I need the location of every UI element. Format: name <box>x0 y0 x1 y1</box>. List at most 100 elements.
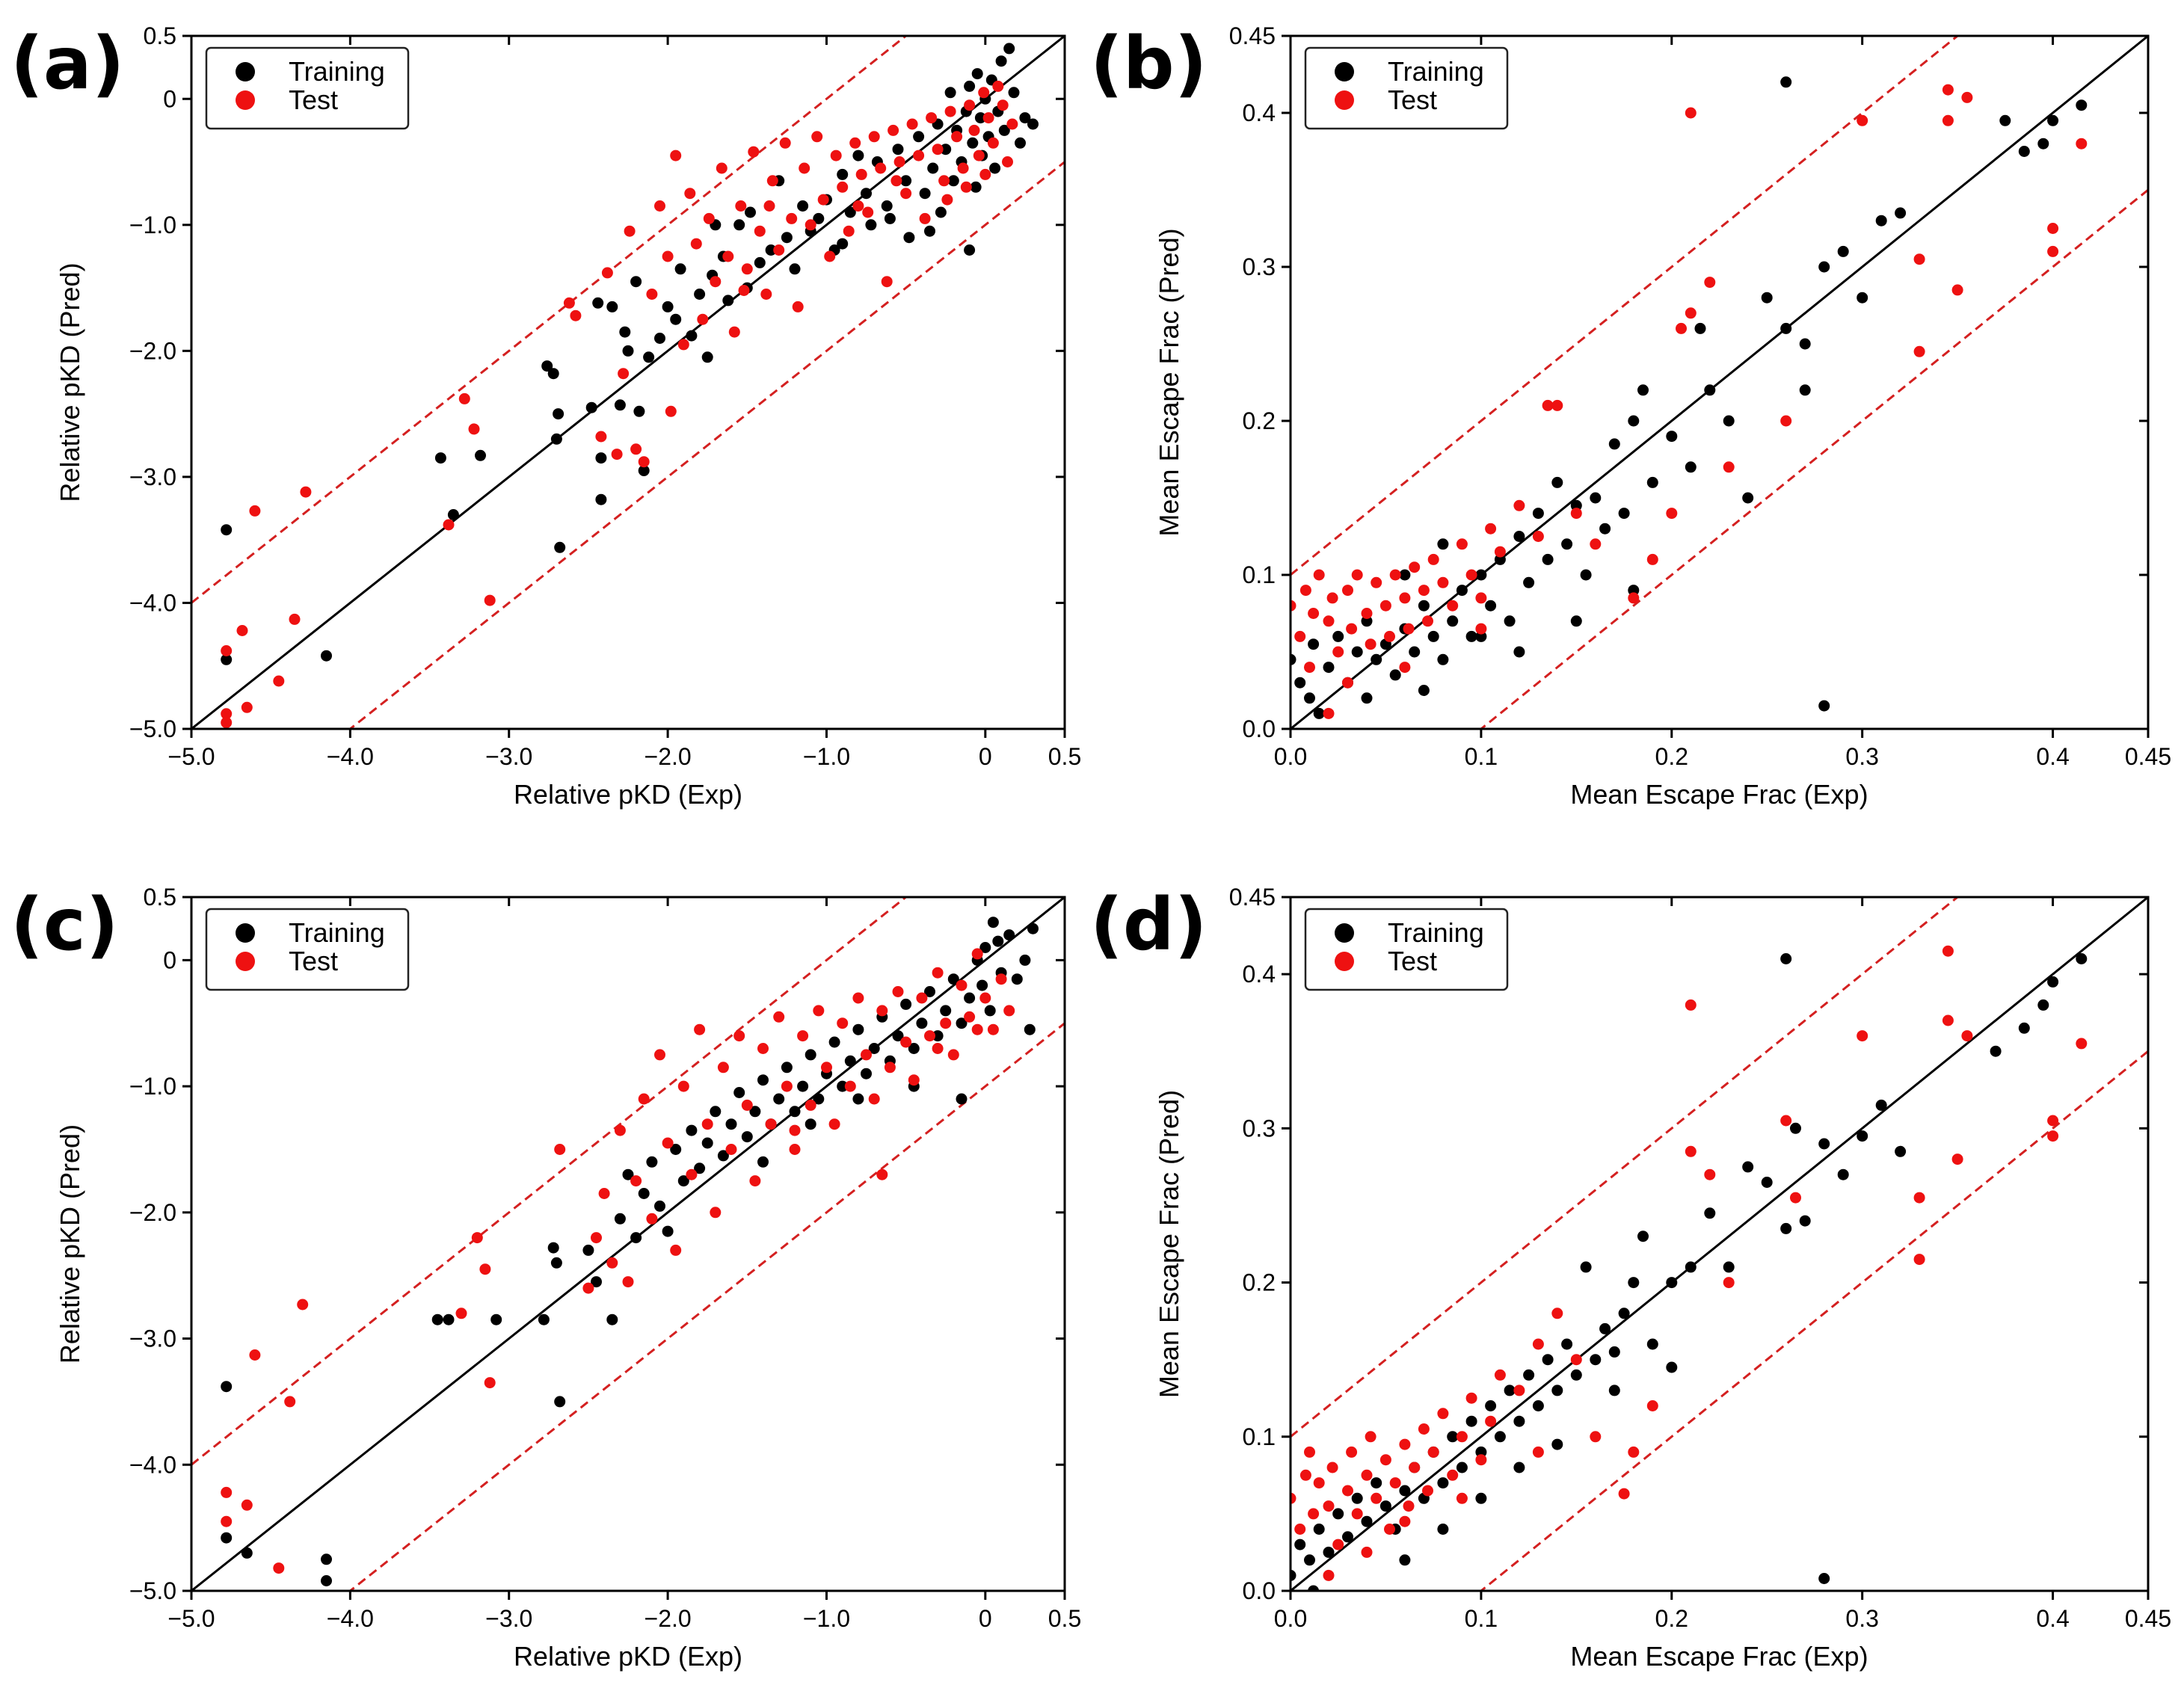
training-point <box>1637 1231 1649 1242</box>
training-point <box>861 1068 872 1080</box>
training-point <box>431 1313 443 1325</box>
panel-label: (b) <box>1090 22 1207 105</box>
training-point <box>1895 1145 1907 1157</box>
test-point <box>1418 585 1430 597</box>
test-point <box>997 99 1009 111</box>
training-point <box>1608 1346 1620 1358</box>
training-point <box>1011 973 1023 985</box>
test-point <box>221 1515 233 1527</box>
training-point <box>940 144 952 155</box>
test-point <box>919 212 931 224</box>
legend-marker-test <box>1335 952 1354 971</box>
test-point <box>1532 531 1544 542</box>
test-point <box>1323 1500 1335 1512</box>
test-point <box>971 948 983 960</box>
x-tick-label: 0.0 <box>1274 743 1307 770</box>
training-point <box>805 1049 816 1061</box>
test-point <box>455 1308 467 1319</box>
test-point <box>1780 415 1792 427</box>
training-point <box>638 465 650 476</box>
upper-bound-line <box>1291 897 1960 1438</box>
test-point <box>273 1562 285 1574</box>
test-point <box>221 708 233 720</box>
training-point <box>844 206 856 218</box>
y-tick-label: 0 <box>163 85 176 112</box>
test-point <box>1323 707 1335 719</box>
test-point <box>1379 600 1391 612</box>
training-point <box>733 219 745 231</box>
test-point <box>638 456 650 468</box>
training-point <box>2037 999 2049 1011</box>
training-point <box>1361 1515 1373 1527</box>
training-point <box>1580 1261 1592 1273</box>
y-tick-label: −3.0 <box>129 463 176 490</box>
training-point <box>1818 700 1830 712</box>
training-point <box>1332 630 1344 642</box>
training-point <box>1291 653 1296 665</box>
test-point <box>1704 1168 1716 1180</box>
test-point <box>1646 1400 1658 1411</box>
test-point <box>1913 1254 1925 1266</box>
x-axis-title: Mean Escape Frac (Exp) <box>1570 779 1868 810</box>
panel-a: −5.0 −4.0 −3.0 −2.0 −1.0 0 0.5 −5.0 −4.0 −3.0 −2.0… <box>10 22 1081 810</box>
test-point <box>2047 245 2059 257</box>
training-point <box>1399 1554 1411 1566</box>
lower-bound-line <box>1479 1050 2148 1591</box>
test-point <box>722 250 734 262</box>
test-point <box>1427 553 1439 565</box>
training-point <box>1294 1539 1306 1550</box>
y-tick-label: −4.0 <box>129 1451 176 1478</box>
training-point <box>550 1257 562 1269</box>
training-point <box>1570 1369 1582 1381</box>
training-point <box>987 917 999 928</box>
training-point <box>1313 1524 1325 1535</box>
test-point <box>1351 569 1363 581</box>
training-point <box>813 212 825 224</box>
test-point <box>754 225 766 237</box>
training-point <box>1742 1161 1754 1173</box>
training-point <box>1361 692 1373 704</box>
training-point <box>940 1005 952 1017</box>
test-point <box>1422 1485 1433 1497</box>
test-point <box>797 1030 809 1042</box>
test-point <box>1857 1030 1868 1042</box>
training-point <box>947 973 959 985</box>
x-tick-label: 0.45 <box>2125 743 2171 770</box>
test-point <box>892 986 904 997</box>
x-tick-label: 0.4 <box>2036 743 2069 770</box>
training-point <box>1666 1277 1678 1289</box>
plot-frame <box>1289 34 2150 730</box>
test-point <box>938 175 950 187</box>
training-point <box>1465 1415 1477 1427</box>
test-point <box>876 1168 888 1180</box>
training-point <box>221 1532 233 1544</box>
test-point <box>591 1232 602 1244</box>
training-point <box>844 1055 856 1067</box>
training-point <box>686 1124 698 1136</box>
test-point <box>1403 623 1415 635</box>
test-point <box>1409 1462 1421 1473</box>
test-point <box>1913 253 1925 265</box>
test-point <box>646 289 658 300</box>
test-point <box>1437 1408 1449 1420</box>
y-tick-label: 0.45 <box>1229 22 1276 49</box>
test-point <box>1399 662 1411 674</box>
legend-marker-training <box>236 923 255 943</box>
test-point <box>748 146 760 158</box>
test-point <box>805 1099 816 1111</box>
test-point <box>1384 630 1395 642</box>
training-point <box>970 181 982 193</box>
training-point <box>1551 476 1563 488</box>
training-point <box>221 1381 233 1393</box>
test-point <box>805 219 816 231</box>
test-point <box>792 301 804 312</box>
x-tick-label: 0.0 <box>1274 1605 1307 1632</box>
test-point <box>978 87 990 99</box>
training-point <box>701 1137 713 1149</box>
test-point <box>1342 677 1353 689</box>
test-point <box>837 1017 849 1029</box>
training-point <box>1761 292 1773 304</box>
test-point <box>1628 1446 1640 1458</box>
test-point <box>811 131 823 143</box>
test-point <box>1294 1524 1306 1535</box>
